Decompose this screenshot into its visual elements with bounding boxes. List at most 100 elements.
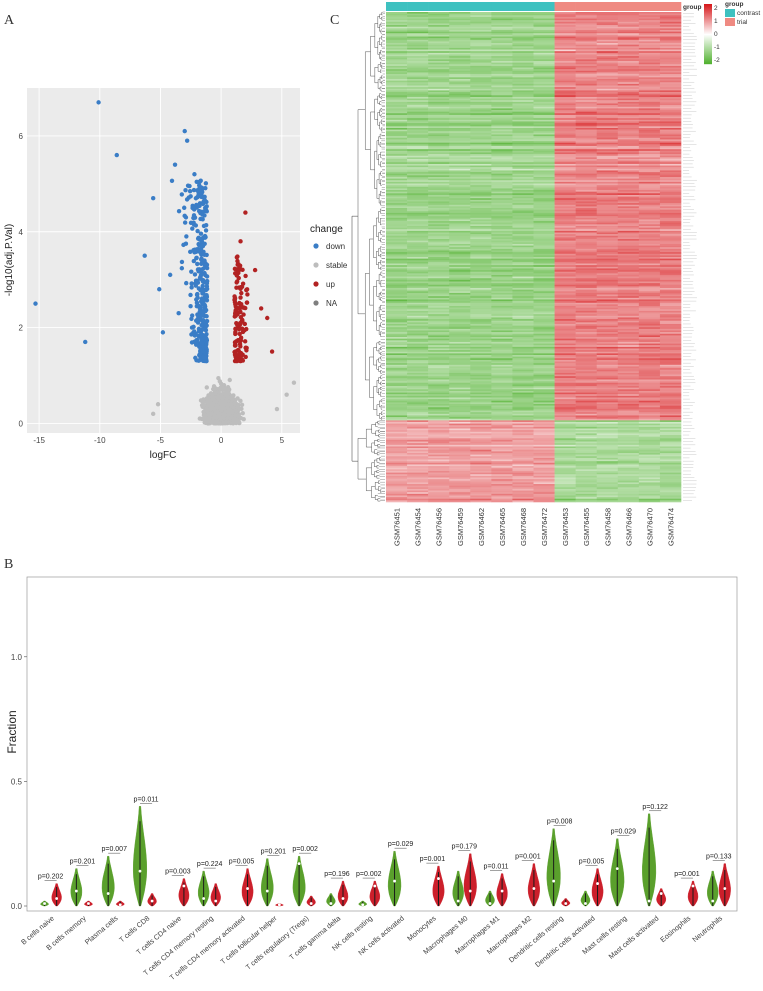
volcano-point-stable [204,400,210,405]
volcano-point-stable [211,384,217,389]
volcano-point-down [186,195,192,200]
volcano-legend-key-stable [313,262,319,268]
volcano-point-stable [239,406,244,412]
heatmap: GSM76451 GSM76454 GSM76456 GSM76459 GSM76462… [351,1,760,546]
volcano-point-up [233,331,238,337]
heatmap-group-cell-contrast [428,2,450,11]
volcano-point-stable [235,396,240,401]
volcano-point-down [204,349,209,354]
volcano-point-down [167,272,173,278]
volcano-point-stable [200,402,206,408]
volcano-point-up [239,290,244,296]
volcano-point-up [234,273,239,278]
heatmap-group-cell-contrast [512,2,534,11]
volcano-point-down [196,333,201,339]
volcano-point-up [238,309,243,315]
volcano-y-tick-label: 0 [19,419,24,428]
volcano-point-down [197,186,202,191]
volcano-point-down [196,286,202,291]
volcano-point-stable [229,395,234,401]
volcano-point-stable [235,413,240,418]
volcano-point-down [199,322,204,328]
volcano-point-stable [225,394,231,400]
volcano-point-up [265,315,270,321]
volcano-y-tick-label: 4 [19,228,24,237]
volcano-point-down [190,205,195,211]
volcano-point-up [239,301,244,307]
heatmap-cells [386,12,682,503]
volcano-point-down [200,217,205,222]
volcano-point-down [182,128,187,134]
volcano-point-stable [207,415,212,420]
volcano-point-up [233,302,238,307]
volcano-x-tick-label: -5 [157,436,165,445]
volcano-point-down [150,196,156,201]
volcano-point-down [200,327,205,332]
volcano-point-up [232,311,238,316]
volcano-legend-key-up [313,281,319,287]
volcano-point-stable [218,407,224,413]
volcano-point-stable [216,396,221,401]
volcano-point-down [195,267,201,272]
volcano-gridlines [27,88,300,433]
volcano-point-up [234,285,239,290]
heatmap-group-cell-trial [596,2,619,11]
volcano-point-up [235,267,240,273]
volcano-point-up [235,258,240,264]
volcano-point-down [204,278,210,284]
volcano-point-down [191,187,197,193]
volcano-x-axis-title: logFC [150,450,177,461]
volcano-point-down [192,333,198,338]
volcano-legend-label-down: down [326,242,345,251]
volcano-point-stable [239,402,245,408]
volcano-point-stable [204,385,209,390]
volcano-plot: -15 -10 -5 0 5 0 2 4 6 logFC -log10(adj.P.Val) c… [4,88,348,461]
volcano-point-stable [150,411,156,417]
volcano-point-stable [238,398,243,404]
volcano-point-down [192,272,198,277]
volcano-point-stable [155,402,161,407]
volcano-point-down [204,336,209,342]
volcano-point-stable [222,386,228,391]
volcano-point-stable [226,409,231,415]
volcano-point-down [190,226,195,231]
volcano-point-stable [230,421,236,426]
volcano-point-down [204,331,209,337]
volcano-point-down [191,258,197,264]
volcano-point-down [192,215,198,220]
volcano-point-down [160,330,166,335]
volcano-point-stable [220,391,226,396]
volcano-point-down [196,247,201,252]
volcano-point-down [199,272,204,277]
volcano-point-down [187,183,192,189]
volcano-point-stable [205,418,210,424]
volcano-point-down [193,355,198,361]
volcano-point-stable [201,397,206,402]
panel-label-a: A [4,13,15,28]
volcano-point-down [195,195,200,200]
volcano-point-down [184,280,189,286]
volcano-point-up [252,267,258,273]
volcano-point-down [201,354,206,360]
volcano-point-stable [218,387,223,392]
volcano-point-down [200,283,205,289]
volcano-point-up [235,322,240,328]
volcano-y-tick-label: 6 [19,132,24,141]
volcano-point-up [238,239,243,244]
volcano-point-down [194,318,200,323]
volcano-point-up [241,305,247,310]
heatmap-group-cell-trial [575,2,598,11]
heatmap-group-cell-contrast [407,2,429,11]
volcano-point-down [189,269,194,274]
volcano-point-stable [284,392,289,397]
volcano-point-down [197,344,202,349]
volcano-point-down [203,222,209,228]
volcano-point-down [192,172,197,177]
volcano-point-up [238,314,244,320]
volcano-legend-title: change [310,224,343,235]
volcano-point-down [195,295,200,301]
volcano-point-down [188,292,193,298]
volcano-point-down [198,178,203,183]
volcano-point-stable [226,402,231,407]
